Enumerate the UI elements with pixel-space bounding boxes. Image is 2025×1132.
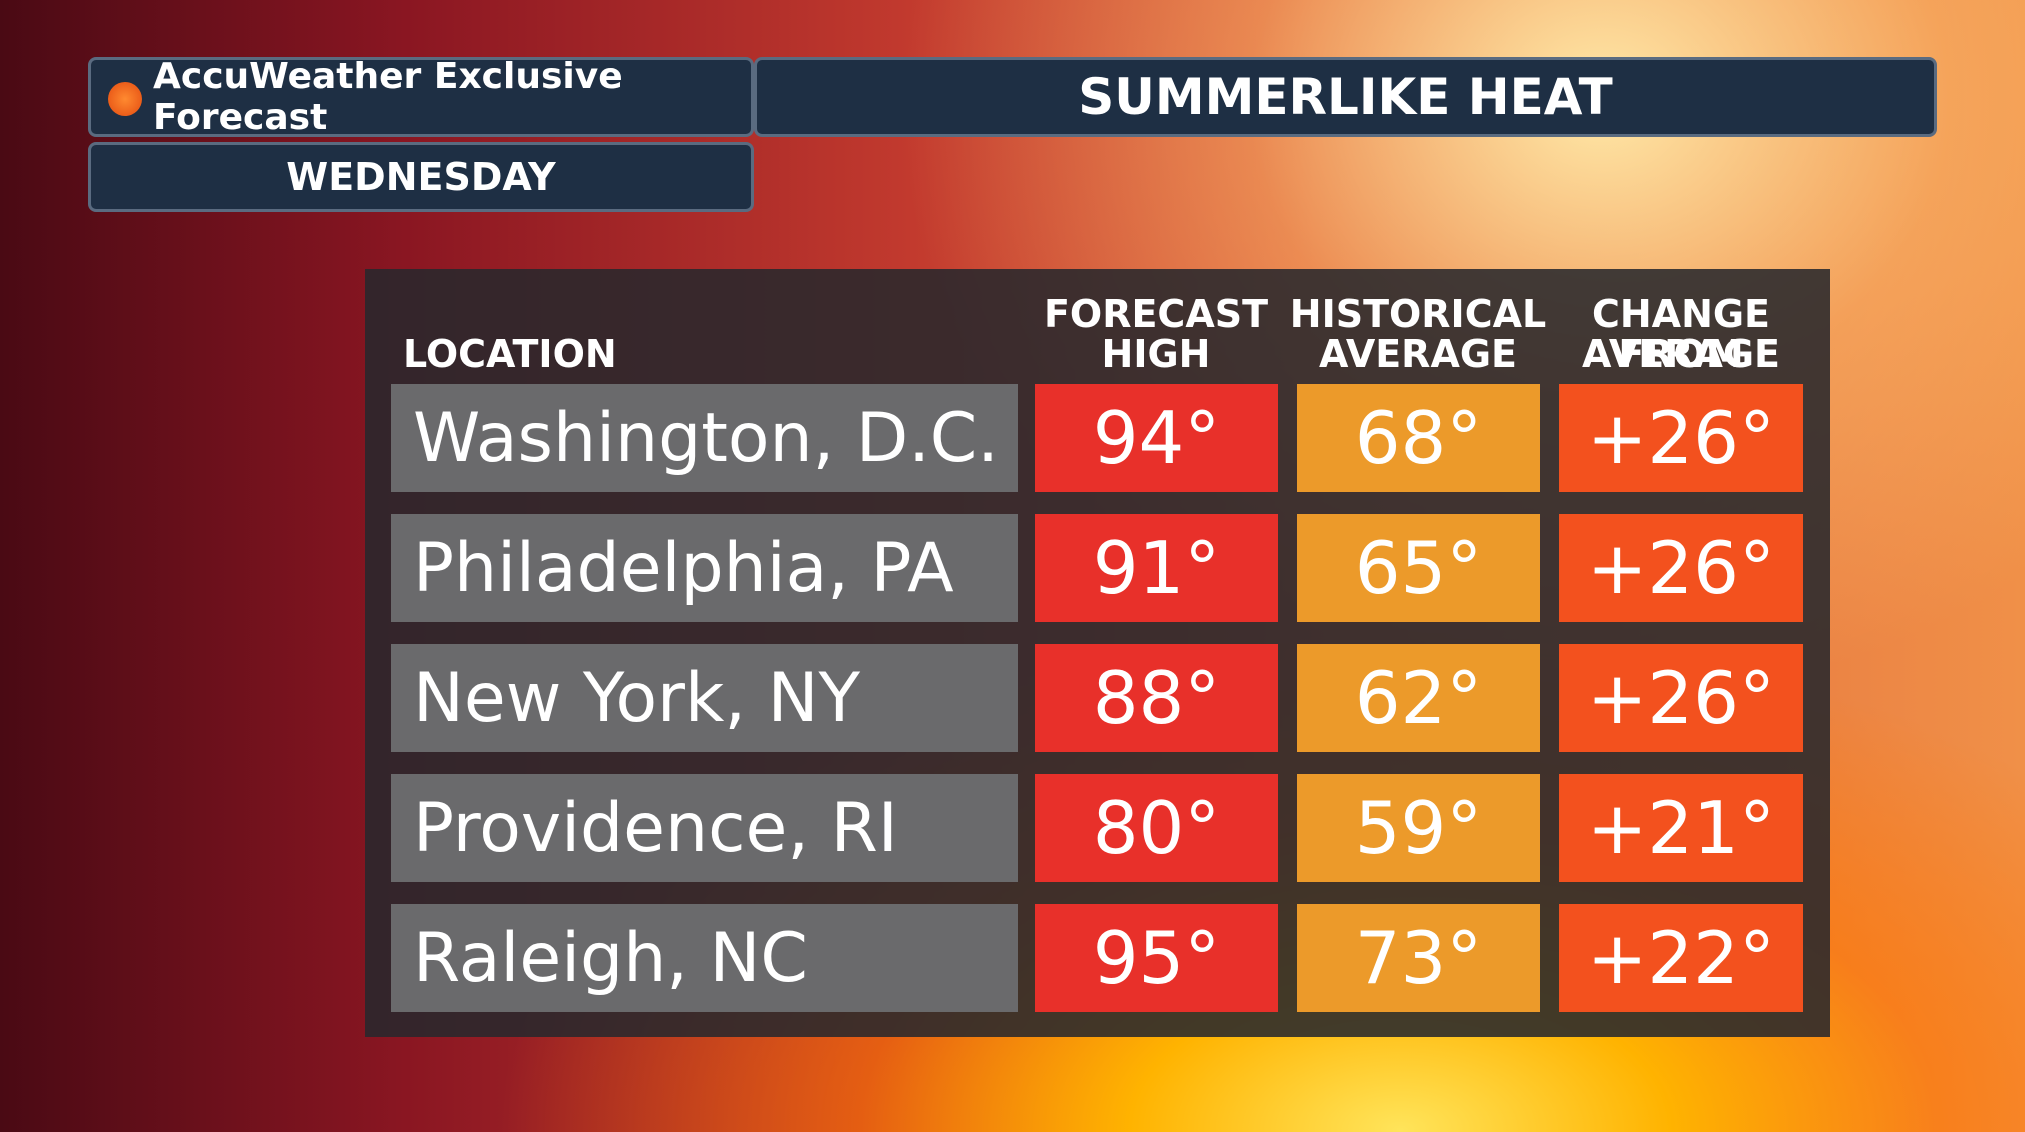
column-header: CHANGE FROM — [1591, 292, 1771, 376]
location-cell: Providence, RI — [391, 774, 1018, 882]
logo — [108, 82, 142, 116]
value-cell: 68° — [1297, 384, 1540, 492]
location-cell: Washington, D.C. — [391, 384, 1018, 492]
location-cell: Raleigh, NC — [391, 904, 1018, 1012]
value-cell: 91° — [1035, 514, 1278, 622]
value-cell: +22° — [1559, 904, 1803, 1012]
brand: AccuWeather Exclusive Forecast — [153, 56, 623, 138]
day-bar: WEDNESDAY — [88, 142, 754, 212]
value-cell: 88° — [1035, 644, 1278, 752]
value-cell: +26° — [1559, 384, 1803, 492]
day: WEDNESDAY — [286, 155, 556, 199]
value-cell: 59° — [1297, 774, 1540, 882]
location-cell: Philadelphia, PA — [391, 514, 1018, 622]
brand-bar: AccuWeather Exclusive Forecast — [88, 56, 754, 138]
title: SUMMERLIKE HEAT — [1078, 68, 1613, 126]
column-header: AVERAGE — [1581, 332, 1780, 376]
location-cell: New York, NY — [391, 644, 1018, 752]
value-cell: 95° — [1035, 904, 1278, 1012]
value-cell: 65° — [1297, 514, 1540, 622]
value-cell: 62° — [1297, 644, 1540, 752]
column-header: AVERAGE — [1318, 332, 1517, 376]
value-cell: +21° — [1559, 774, 1803, 882]
value-cell: +26° — [1559, 644, 1803, 752]
column-header: FORECAST — [1043, 292, 1269, 336]
column-header: HISTORICAL — [1289, 292, 1547, 336]
value-cell: 94° — [1035, 384, 1278, 492]
title-bar: SUMMERLIKE HEAT — [754, 57, 1937, 137]
column-header: LOCATION — [403, 332, 617, 376]
value-cell: 80° — [1035, 774, 1278, 882]
column-header: HIGH — [1101, 332, 1211, 376]
value-cell: +26° — [1559, 514, 1803, 622]
value-cell: 73° — [1297, 904, 1540, 1012]
